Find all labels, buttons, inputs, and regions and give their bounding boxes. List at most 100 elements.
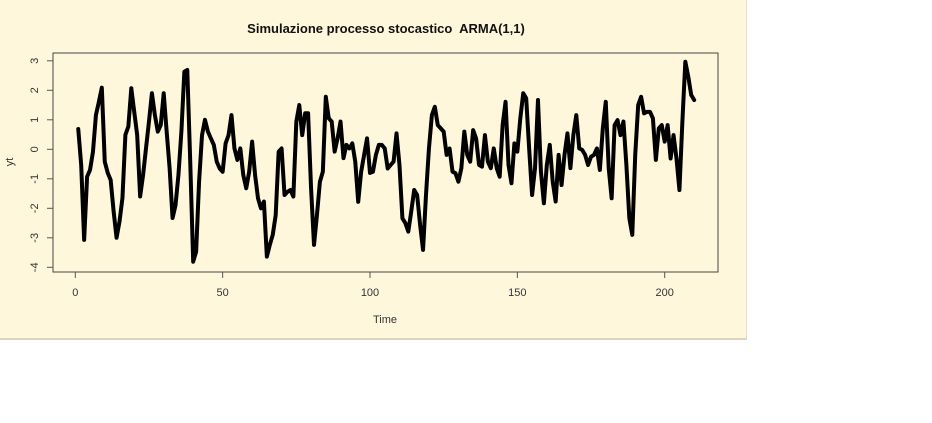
- data-point: [478, 164, 480, 166]
- data-point: [561, 184, 563, 186]
- x-tick-label: 150: [508, 287, 526, 299]
- data-point: [655, 159, 657, 161]
- data-point: [384, 147, 386, 149]
- data-point: [693, 99, 695, 101]
- data-point: [531, 194, 533, 196]
- data-point: [340, 121, 342, 123]
- y-tick-label: -2: [29, 203, 41, 213]
- data-point: [304, 112, 306, 114]
- data-point: [643, 112, 645, 114]
- data-point: [481, 166, 483, 168]
- data-point: [301, 134, 303, 136]
- data-point: [440, 127, 442, 129]
- data-point: [337, 137, 339, 139]
- data-point: [387, 167, 389, 169]
- data-point: [410, 210, 412, 212]
- data-point: [620, 134, 621, 136]
- data-point: [334, 151, 336, 153]
- data-point: [634, 154, 636, 156]
- data-point: [107, 172, 109, 174]
- data-point: [443, 131, 445, 133]
- data-point: [678, 189, 680, 191]
- data-point: [528, 147, 530, 149]
- data-point: [493, 147, 495, 149]
- data-point: [77, 128, 79, 130]
- data-point: [342, 157, 344, 159]
- data-point: [446, 154, 448, 156]
- data-point: [189, 161, 191, 163]
- data-point: [242, 174, 244, 176]
- data-point: [617, 119, 619, 121]
- data-point: [80, 164, 82, 166]
- data-point: [121, 197, 123, 199]
- data-point: [543, 202, 545, 204]
- data-point: [496, 167, 498, 169]
- data-point: [522, 92, 524, 94]
- data-point: [537, 99, 539, 101]
- data-point: [593, 154, 595, 156]
- data-point: [160, 124, 162, 126]
- data-point: [95, 114, 97, 116]
- data-point: [198, 181, 200, 183]
- data-point: [416, 194, 418, 196]
- data-point: [139, 196, 141, 197]
- data-point: [119, 221, 120, 223]
- data-point: [516, 151, 518, 153]
- data-point: [166, 131, 168, 133]
- data-point: [499, 176, 501, 178]
- data-point: [449, 147, 451, 149]
- data-point: [578, 147, 580, 149]
- data-point: [625, 164, 627, 166]
- data-point: [611, 197, 613, 199]
- y-axis-label: yt: [4, 158, 16, 167]
- data-point: [86, 176, 88, 178]
- y-tick-label: 1: [29, 117, 41, 123]
- data-point: [675, 157, 677, 159]
- data-point: [230, 114, 232, 116]
- data-point: [357, 201, 359, 203]
- data-point: [428, 147, 430, 149]
- data-point: [602, 127, 604, 129]
- plot-frame: [52, 52, 719, 273]
- data-point: [248, 171, 250, 173]
- data-point: [425, 194, 427, 196]
- data-point: [328, 117, 330, 119]
- data-point: [180, 131, 182, 133]
- data-point: [469, 161, 471, 163]
- data-point: [192, 261, 194, 263]
- data-point: [393, 161, 395, 163]
- data-point: [310, 187, 312, 189]
- data-point: [684, 61, 686, 63]
- data-point: [295, 121, 297, 123]
- data-point: [372, 171, 374, 173]
- data-point: [640, 96, 642, 98]
- data-point: [658, 127, 660, 129]
- data-point: [419, 224, 421, 226]
- data-point: [233, 147, 235, 149]
- data-point: [631, 234, 633, 236]
- data-point: [275, 214, 277, 216]
- data-point: [130, 87, 132, 89]
- data-point: [322, 171, 324, 173]
- y-tick-label: -1: [29, 174, 41, 184]
- data-point: [124, 134, 126, 136]
- data-point: [225, 142, 227, 144]
- data-point: [186, 69, 188, 71]
- x-tick-label: 200: [656, 287, 674, 299]
- data-point: [284, 194, 286, 196]
- data-point: [608, 167, 610, 169]
- data-point: [360, 171, 362, 173]
- data-point: [298, 104, 300, 106]
- data-point: [401, 217, 403, 219]
- data-point: [228, 134, 230, 136]
- data-point: [260, 207, 262, 209]
- data-point: [487, 161, 489, 163]
- data-point: [652, 117, 654, 119]
- data-point: [142, 174, 144, 176]
- data-point: [584, 154, 586, 156]
- data-point: [98, 101, 100, 103]
- data-point: [466, 154, 468, 156]
- data-point: [151, 92, 153, 94]
- data-point: [398, 164, 400, 166]
